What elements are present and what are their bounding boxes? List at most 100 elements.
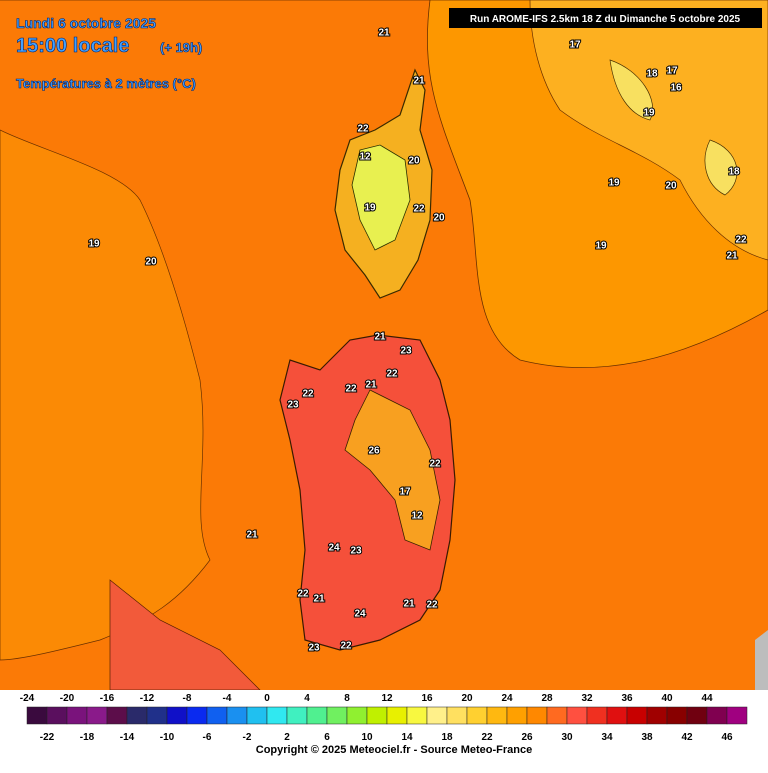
legend-swatch [186, 706, 208, 725]
legend-background [0, 690, 768, 768]
legend-swatch [446, 706, 468, 725]
contour-label: 19 [364, 203, 376, 214]
legend-bottom-label: -2 [243, 732, 252, 743]
contour-label: 12 [411, 511, 423, 522]
legend-swatch [266, 706, 288, 725]
legend-top-label: 20 [461, 693, 473, 704]
legend-top-label: 24 [501, 693, 513, 704]
legend-bottom-label: 6 [324, 732, 330, 743]
legend-bottom-label: 18 [441, 732, 453, 743]
legend-bottom-label: 30 [561, 732, 573, 743]
forecast-date: Lundi 6 octobre 2025 [16, 15, 156, 31]
legend-swatch [506, 706, 528, 725]
contour-label: 21 [403, 599, 415, 610]
legend-swatch [426, 706, 448, 725]
legend-swatch [726, 706, 748, 725]
mountain-region [609, 59, 738, 196]
legend-top-label: 16 [421, 693, 433, 704]
contour-label: 22 [386, 369, 398, 380]
contour-label: 23 [350, 546, 362, 557]
legend-swatch [166, 706, 188, 725]
contour-label: 23 [400, 346, 412, 357]
contour-label: 21 [378, 28, 390, 39]
legend-swatch [146, 706, 168, 725]
contour-label: 21 [246, 530, 258, 541]
contour-label: 19 [643, 108, 655, 119]
run-box [449, 8, 762, 28]
copyright: Copyright © 2025 Meteociel.fr - Source M… [256, 744, 532, 756]
forecast-offset: (+ 19h) [160, 40, 202, 55]
legend-bottom-label: -14 [120, 732, 135, 743]
legend-bottom-label: -22 [40, 732, 55, 743]
legend-swatch [126, 706, 148, 725]
contour-label: 19 [88, 239, 100, 250]
contour-label: 22 [345, 384, 357, 395]
legend-top-label: -20 [60, 693, 75, 704]
legend-bottom-label: 34 [601, 732, 613, 743]
contour-label: 21 [413, 76, 425, 87]
legend-bottom-label: 14 [401, 732, 413, 743]
contour-label: 22 [340, 641, 352, 652]
contour-label: 22 [297, 589, 309, 600]
contour-label: 18 [728, 167, 740, 178]
legend-swatch [626, 706, 648, 725]
contour-label: 12 [359, 152, 371, 163]
legend-bottom-label: 10 [361, 732, 373, 743]
legend-swatch [526, 706, 548, 725]
contour-label: 16 [670, 83, 682, 94]
legend-bottom-label: -18 [80, 732, 95, 743]
forecast-time: 15:00 locale [16, 35, 129, 57]
contour-label: 20 [433, 213, 445, 224]
legend-swatch [286, 706, 308, 725]
legend-top-label: -12 [140, 693, 155, 704]
legend-swatch [226, 706, 248, 725]
contour-label: 20 [665, 181, 677, 192]
contour-label: 24 [354, 609, 366, 620]
legend-swatch [106, 706, 128, 725]
mainland-region [529, 0, 768, 261]
contour-label: 24 [328, 543, 340, 554]
run-info: Run AROME-IFS 2.5km 18 Z du Dimanche 5 o… [470, 14, 741, 25]
legend-top-label: -8 [183, 693, 192, 704]
legend-swatch [546, 706, 568, 725]
legend-swatch [246, 706, 268, 725]
legend-top-label: 4 [304, 693, 310, 704]
legend-swatch [686, 706, 708, 725]
legend-swatch [366, 706, 388, 725]
legend-swatch [66, 706, 88, 725]
legend-bottom-label: -10 [160, 732, 175, 743]
contour-label: 22 [302, 389, 314, 400]
legend-bottom-label: 42 [681, 732, 693, 743]
corsica-highlands [351, 144, 411, 251]
variable-title: Températures à 2 mètres (°C) [16, 76, 196, 91]
legend-bottom-label: 22 [481, 732, 493, 743]
contour-label: 18 [646, 69, 658, 80]
africa-coast [109, 579, 261, 691]
legend-swatch [466, 706, 488, 725]
legend-top-label: 40 [661, 693, 673, 704]
legend-swatch [606, 706, 628, 725]
legend-swatch [666, 706, 688, 725]
contour-label: 23 [308, 643, 320, 654]
legend-swatch [566, 706, 588, 725]
legend-swatch [326, 706, 348, 725]
legend-bottom-label: 26 [521, 732, 533, 743]
edge-area [755, 630, 768, 690]
contour-label: 23 [287, 400, 299, 411]
legend-swatch [406, 706, 428, 725]
sea-region [0, 129, 211, 661]
contour-label: 22 [429, 459, 441, 470]
contour-label: 22 [426, 600, 438, 611]
legend-bottom-label: 38 [641, 732, 653, 743]
contour-label: 21 [726, 251, 738, 262]
legend-swatch [86, 706, 108, 725]
contour-label: 21 [313, 594, 325, 605]
contour-label: 22 [413, 204, 425, 215]
contour-label: 26 [368, 446, 380, 457]
legend-top-label: 32 [581, 693, 593, 704]
legend-bottom-label: 46 [721, 732, 733, 743]
legend-top-label: 28 [541, 693, 553, 704]
legend-swatch [646, 706, 668, 725]
legend-top-label: 12 [381, 693, 393, 704]
